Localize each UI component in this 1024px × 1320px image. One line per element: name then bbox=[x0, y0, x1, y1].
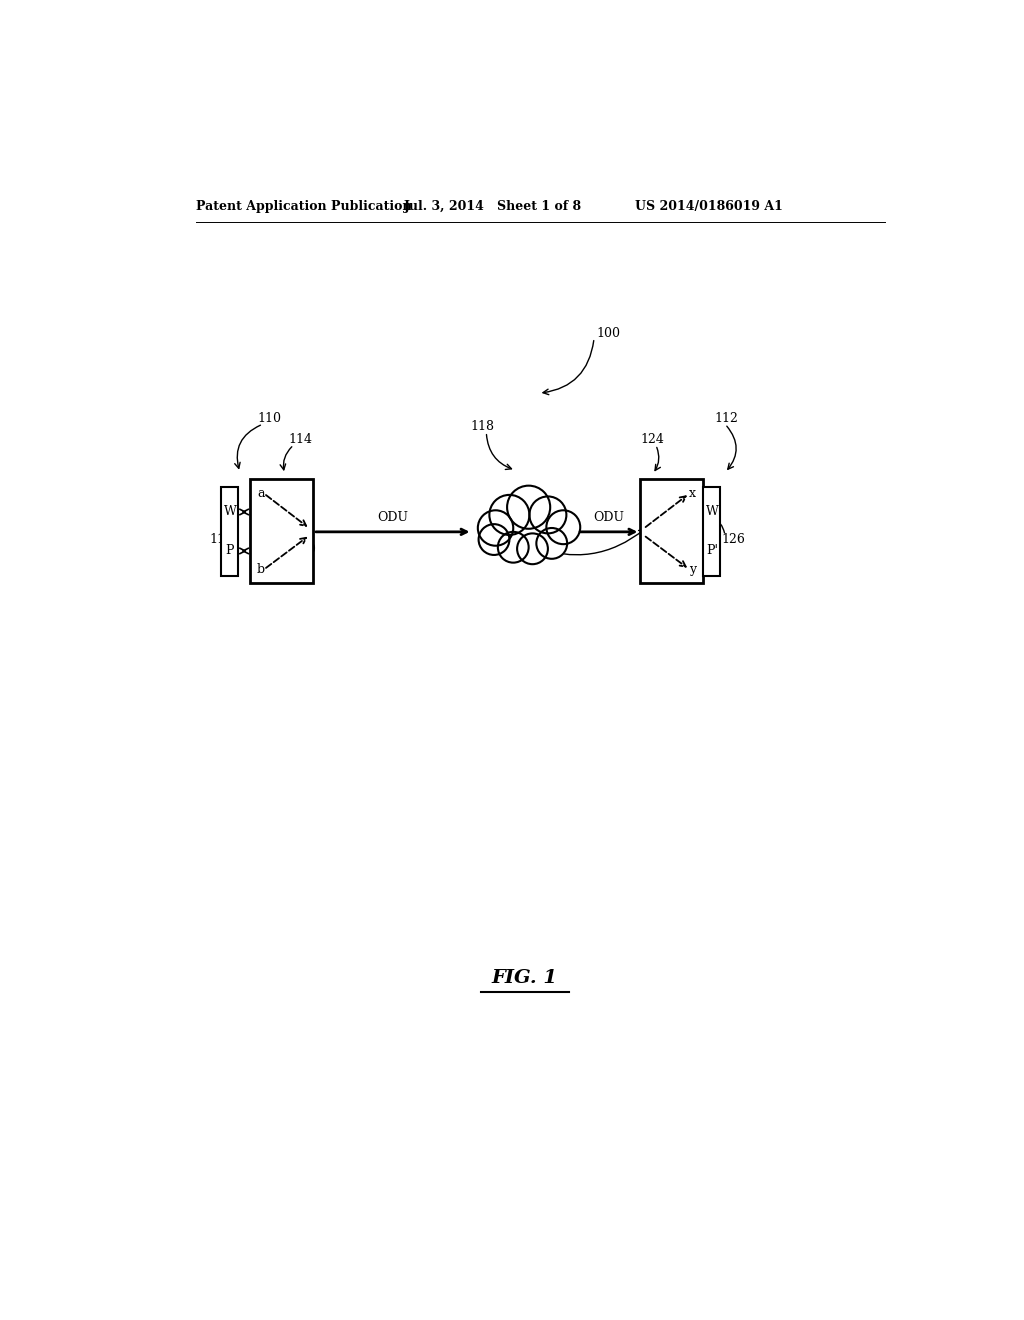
Text: 120: 120 bbox=[292, 543, 316, 556]
Text: P: P bbox=[225, 544, 234, 557]
Text: Jul. 3, 2014   Sheet 1 of 8: Jul. 3, 2014 Sheet 1 of 8 bbox=[403, 199, 582, 213]
Text: 110: 110 bbox=[258, 412, 282, 425]
Bar bbox=[250, 479, 313, 583]
Circle shape bbox=[478, 524, 509, 554]
Text: ODU: ODU bbox=[377, 511, 409, 524]
Text: US 2014/0186019 A1: US 2014/0186019 A1 bbox=[635, 199, 782, 213]
Text: 112: 112 bbox=[714, 412, 738, 425]
Text: W: W bbox=[223, 506, 237, 519]
Bar bbox=[640, 479, 703, 583]
Text: y: y bbox=[689, 564, 696, 576]
Circle shape bbox=[489, 495, 529, 535]
Circle shape bbox=[529, 496, 566, 533]
Circle shape bbox=[507, 486, 550, 529]
Circle shape bbox=[517, 533, 548, 564]
Text: b: b bbox=[257, 564, 265, 576]
Circle shape bbox=[478, 511, 513, 545]
Text: FIG. 1: FIG. 1 bbox=[492, 969, 558, 987]
Text: x: x bbox=[689, 487, 696, 500]
Bar bbox=[221, 487, 239, 576]
Bar bbox=[703, 487, 720, 576]
Circle shape bbox=[537, 528, 567, 558]
Text: 100: 100 bbox=[596, 327, 621, 341]
Text: 116: 116 bbox=[209, 533, 233, 546]
Text: 114: 114 bbox=[289, 433, 312, 446]
Text: ODU: ODU bbox=[593, 511, 625, 524]
Text: 124: 124 bbox=[640, 433, 665, 446]
Circle shape bbox=[547, 511, 581, 544]
Text: 122: 122 bbox=[502, 543, 525, 556]
Text: W: W bbox=[706, 506, 719, 519]
Text: 118: 118 bbox=[471, 420, 495, 433]
Text: Patent Application Publication: Patent Application Publication bbox=[196, 199, 412, 213]
Text: P': P' bbox=[706, 544, 718, 557]
Text: a: a bbox=[257, 487, 264, 500]
Circle shape bbox=[498, 532, 528, 562]
Text: 126: 126 bbox=[722, 533, 745, 546]
